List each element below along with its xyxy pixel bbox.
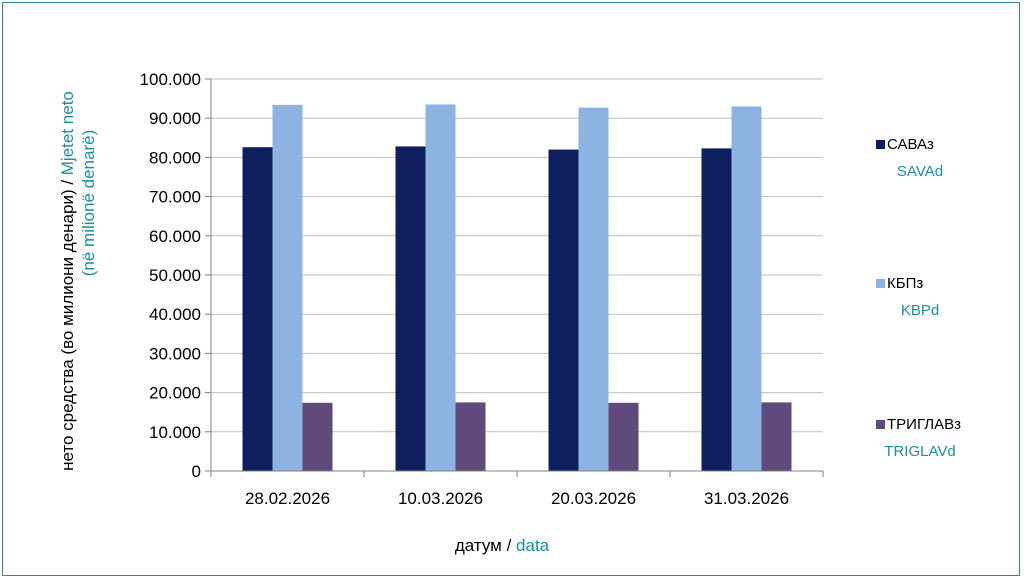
bar <box>731 106 762 471</box>
y-tick-label: 20.000 <box>149 384 201 403</box>
bar <box>425 104 456 471</box>
legend-label: ТРИГЛАВз <box>887 416 961 433</box>
x-axis-title: датум / data <box>455 536 550 555</box>
y-tick-label: 70.000 <box>149 188 201 207</box>
legend-label-al: KBPd <box>901 302 939 319</box>
x-tick-label: 31.03.2026 <box>704 489 789 508</box>
y-axis-title-al-1: Mjetet neto <box>58 91 77 175</box>
bar <box>455 402 486 471</box>
bar <box>761 402 792 471</box>
y-axis-title-ru: нето средства (во милиони денари) / <box>58 175 77 471</box>
bar <box>701 148 732 471</box>
y-tick-label: 30.000 <box>149 344 201 363</box>
legend-swatch <box>876 420 885 429</box>
x-tick-label: 10.03.2026 <box>398 489 483 508</box>
y-axis-title-line2: (në milionë denarë) <box>79 130 98 276</box>
y-axis-title: нето средства (во милиони денари) / Mjet… <box>58 91 77 471</box>
legend: САВАз SAVAd КБПз KBPd ТРИГЛАВз TRIGLAVd <box>876 136 961 460</box>
bar-chart: 0 10.000 20.000 30.000 40.000 50.000 60.000 70.… <box>58 70 961 555</box>
legend-label: КБПз <box>887 275 923 292</box>
y-tick-label: 10.000 <box>149 423 201 442</box>
bar <box>608 402 639 471</box>
bar <box>578 107 609 471</box>
y-tick-label: 100.000 <box>140 70 201 89</box>
y-tick-label: 50.000 <box>149 266 201 285</box>
x-tick-label: 28.02.2026 <box>245 489 330 508</box>
legend-swatch <box>876 279 885 288</box>
y-tick-label: 60.000 <box>149 227 201 246</box>
legend-label-al: SAVAd <box>897 163 943 180</box>
bar <box>242 147 273 471</box>
y-tick-label: 0 <box>192 462 201 481</box>
legend-label: САВАз <box>887 136 934 153</box>
y-tick-label: 40.000 <box>149 305 201 324</box>
bar <box>548 149 579 471</box>
bar <box>395 146 426 471</box>
legend-swatch <box>876 140 885 149</box>
x-axis-title-ru: датум / <box>455 536 516 555</box>
y-tick-label: 90.000 <box>149 109 201 128</box>
bar <box>302 402 333 471</box>
y-tick-labels: 0 10.000 20.000 30.000 40.000 50.000 60.000 70.… <box>140 70 201 481</box>
bars <box>242 104 792 471</box>
x-tick-label: 20.03.2026 <box>551 489 636 508</box>
y-tick-label: 80.000 <box>149 148 201 167</box>
bar <box>272 104 303 471</box>
x-tick-labels: 28.02.2026 10.03.2026 20.03.2026 31.03.2026 <box>245 489 789 508</box>
legend-label-al: TRIGLAVd <box>884 443 955 460</box>
axes <box>210 79 824 477</box>
x-axis-title-al: data <box>516 536 550 555</box>
